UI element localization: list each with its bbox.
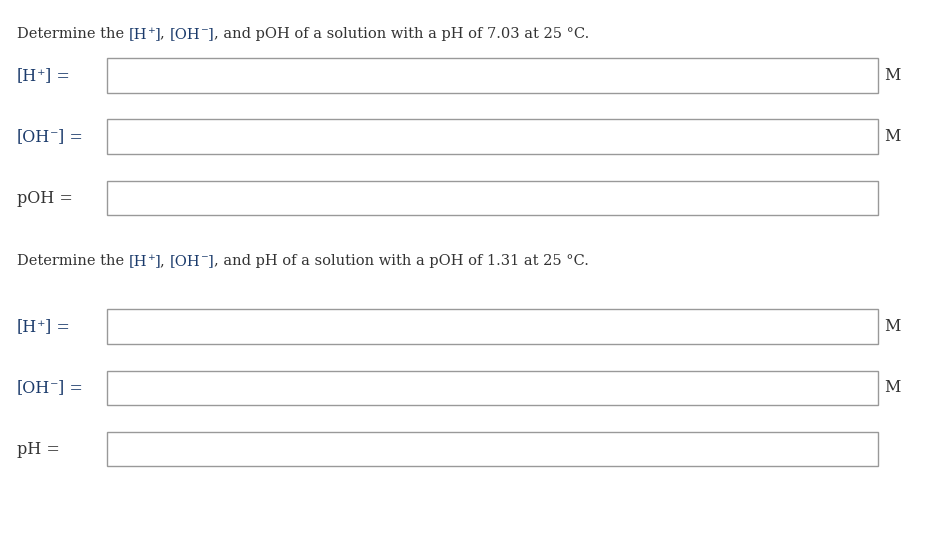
Text: [H: [H [17,318,37,335]
Text: ] =: ] = [58,379,84,396]
Text: M: M [883,379,900,396]
Text: ]: ] [208,254,213,268]
Text: ⁻: ⁻ [50,379,58,396]
Text: [OH: [OH [17,128,50,145]
Text: ]: ] [155,27,161,41]
Text: Determine the: Determine the [17,27,128,41]
Text: [OH: [OH [17,379,50,396]
Text: [H: [H [17,67,37,84]
Text: [H: [H [128,27,147,41]
Text: ⁻: ⁻ [200,27,208,41]
Text: [OH: [OH [170,27,200,41]
Text: ] =: ] = [58,128,84,145]
Text: ⁺: ⁺ [147,27,155,41]
Text: M: M [883,318,900,335]
Text: , and pOH of a solution with a pH of 7.03 at 25 °C.: , and pOH of a solution with a pH of 7.0… [213,27,588,41]
Text: M: M [883,67,900,84]
Text: [H: [H [128,254,147,268]
Text: ⁺: ⁺ [37,318,45,335]
Text: ⁻: ⁻ [200,254,208,268]
Text: M: M [883,128,900,145]
Text: ]: ] [208,27,213,41]
Text: ] =: ] = [45,67,71,84]
Text: ]: ] [155,254,161,268]
Text: pOH =: pOH = [17,190,72,206]
Text: ⁺: ⁺ [37,67,45,84]
Text: ⁺: ⁺ [147,254,155,268]
Text: [OH: [OH [170,254,200,268]
Text: ,: , [161,254,170,268]
Text: ⁻: ⁻ [50,128,58,145]
Text: pH =: pH = [17,441,59,458]
Text: ,: , [161,27,170,41]
Text: ] =: ] = [45,318,71,335]
Text: Determine the: Determine the [17,254,128,268]
Text: , and pH of a solution with a pOH of 1.31 at 25 °C.: , and pH of a solution with a pOH of 1.3… [213,254,588,268]
